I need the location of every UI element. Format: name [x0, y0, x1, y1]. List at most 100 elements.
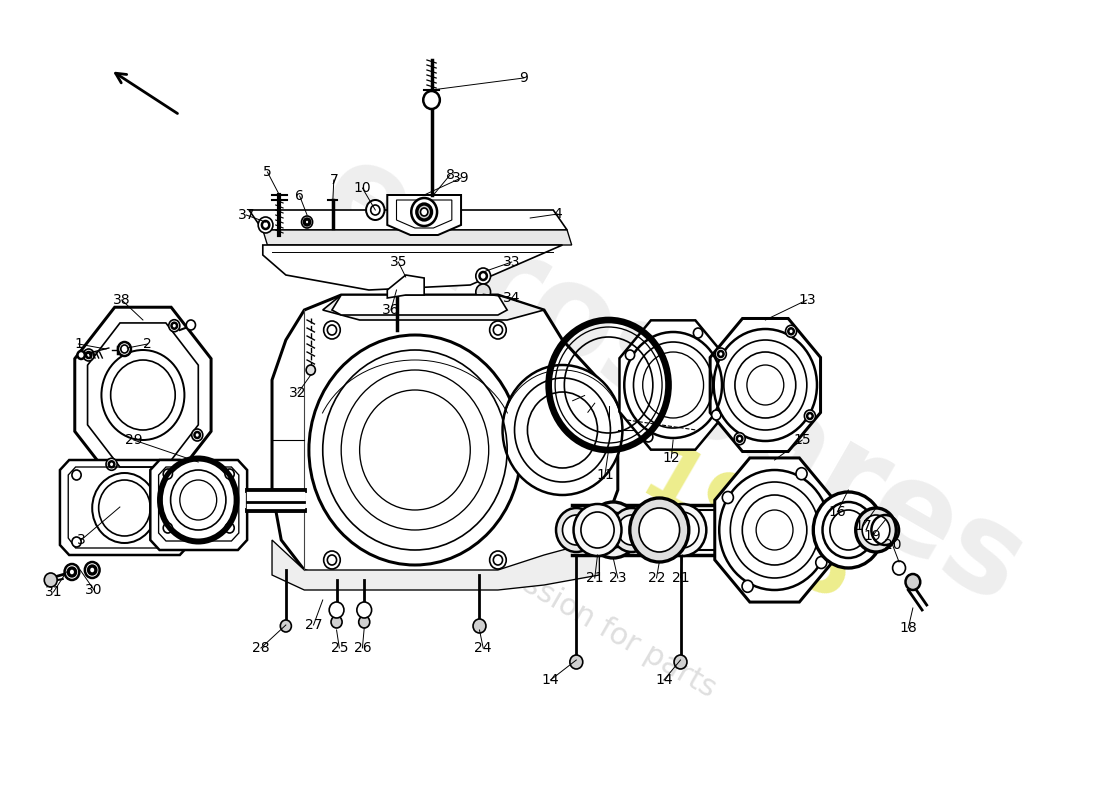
- Text: 34: 34: [503, 291, 520, 305]
- Circle shape: [417, 204, 431, 220]
- Polygon shape: [59, 460, 189, 555]
- Circle shape: [493, 325, 503, 335]
- Circle shape: [111, 360, 175, 430]
- Circle shape: [807, 413, 813, 419]
- Text: 30: 30: [86, 583, 102, 597]
- Text: 17: 17: [855, 519, 872, 533]
- Circle shape: [301, 216, 312, 228]
- Circle shape: [503, 365, 623, 495]
- Circle shape: [77, 351, 85, 359]
- Circle shape: [72, 470, 81, 480]
- Circle shape: [306, 365, 316, 375]
- Circle shape: [639, 508, 680, 552]
- Text: 8: 8: [446, 168, 454, 182]
- Circle shape: [121, 345, 129, 353]
- Text: 3: 3: [77, 533, 86, 547]
- Circle shape: [162, 460, 235, 540]
- Bar: [248, 490, 305, 510]
- Circle shape: [85, 562, 100, 578]
- Circle shape: [65, 564, 79, 580]
- Circle shape: [715, 348, 726, 360]
- Polygon shape: [322, 295, 544, 320]
- Circle shape: [191, 429, 202, 441]
- Circle shape: [816, 557, 827, 569]
- Circle shape: [712, 410, 720, 420]
- Circle shape: [280, 620, 292, 632]
- Circle shape: [258, 217, 273, 233]
- Circle shape: [493, 555, 503, 565]
- Circle shape: [309, 335, 521, 565]
- Polygon shape: [75, 307, 211, 482]
- Text: 19: 19: [864, 529, 881, 543]
- Circle shape: [331, 616, 342, 628]
- Polygon shape: [711, 318, 821, 451]
- Text: 4: 4: [553, 207, 562, 221]
- Circle shape: [596, 512, 630, 548]
- Circle shape: [366, 200, 385, 220]
- Circle shape: [570, 655, 583, 669]
- Circle shape: [618, 515, 646, 545]
- Circle shape: [186, 320, 196, 330]
- Text: 28: 28: [252, 641, 270, 655]
- Circle shape: [305, 219, 310, 225]
- Text: 36: 36: [382, 303, 399, 317]
- Text: 21: 21: [672, 571, 690, 585]
- Text: 18: 18: [900, 621, 917, 635]
- Circle shape: [556, 508, 596, 552]
- Circle shape: [84, 349, 95, 361]
- Polygon shape: [263, 245, 562, 290]
- Circle shape: [323, 551, 340, 569]
- Text: 13: 13: [798, 293, 816, 307]
- Circle shape: [359, 616, 370, 628]
- Polygon shape: [387, 275, 425, 298]
- Circle shape: [659, 504, 706, 556]
- Circle shape: [562, 515, 590, 545]
- Circle shape: [226, 469, 234, 479]
- Circle shape: [424, 91, 440, 109]
- Circle shape: [892, 561, 905, 575]
- Polygon shape: [151, 460, 248, 550]
- Text: 26: 26: [353, 641, 371, 655]
- Circle shape: [328, 555, 337, 565]
- Circle shape: [587, 502, 639, 558]
- Polygon shape: [263, 230, 572, 245]
- Circle shape: [170, 470, 226, 530]
- Circle shape: [718, 351, 724, 357]
- Text: 6: 6: [295, 189, 304, 203]
- Circle shape: [168, 537, 178, 547]
- Circle shape: [329, 602, 344, 618]
- Text: 27: 27: [305, 618, 322, 632]
- Circle shape: [737, 436, 742, 442]
- Circle shape: [476, 268, 491, 284]
- Text: 31: 31: [45, 585, 63, 599]
- Circle shape: [168, 470, 178, 480]
- FancyArrowPatch shape: [116, 74, 177, 114]
- Circle shape: [813, 492, 883, 568]
- Circle shape: [612, 508, 652, 552]
- Circle shape: [68, 568, 76, 576]
- Text: 23: 23: [609, 571, 627, 585]
- Circle shape: [356, 602, 372, 618]
- Text: a passion for parts: a passion for parts: [460, 536, 720, 704]
- Circle shape: [323, 321, 340, 339]
- Text: 14: 14: [656, 673, 673, 687]
- Text: 15: 15: [793, 433, 811, 447]
- Polygon shape: [332, 295, 507, 315]
- Circle shape: [796, 468, 807, 480]
- Text: 22: 22: [648, 571, 666, 585]
- Text: 20: 20: [883, 538, 901, 552]
- Text: 7: 7: [329, 173, 338, 187]
- Circle shape: [109, 462, 114, 467]
- Text: 11: 11: [596, 468, 614, 482]
- Circle shape: [785, 326, 796, 338]
- Circle shape: [92, 473, 157, 543]
- Circle shape: [163, 523, 173, 533]
- Circle shape: [411, 198, 437, 226]
- Circle shape: [480, 272, 487, 280]
- Circle shape: [666, 512, 698, 548]
- Circle shape: [106, 458, 117, 470]
- Circle shape: [674, 655, 688, 669]
- Circle shape: [168, 320, 179, 332]
- Polygon shape: [249, 210, 568, 230]
- Circle shape: [420, 208, 428, 216]
